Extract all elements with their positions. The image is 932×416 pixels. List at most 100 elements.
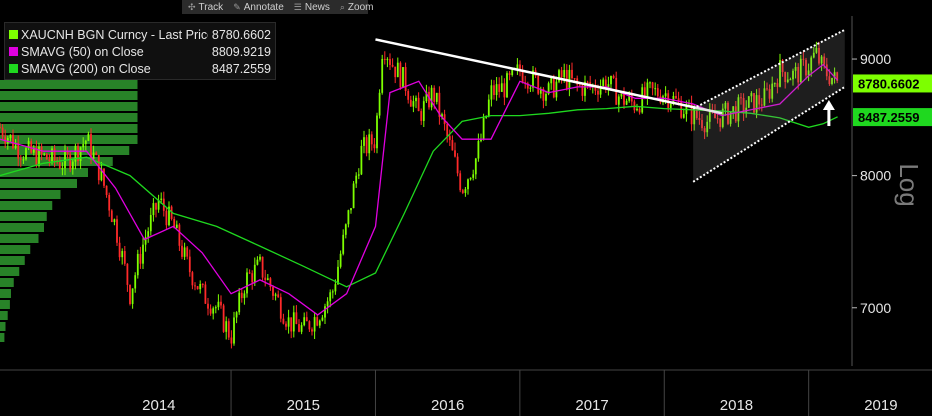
- candle-body: [420, 111, 423, 121]
- y-tick-label: 9000: [860, 51, 891, 67]
- candle-body: [308, 321, 311, 330]
- candle-body: [560, 70, 563, 78]
- candle-body: [706, 121, 709, 133]
- candle-body: [402, 67, 404, 88]
- candle-body: [552, 78, 555, 98]
- candle-body: [664, 93, 667, 97]
- candle-body: [9, 134, 12, 139]
- legend-swatch: [9, 47, 18, 56]
- candle-body: [48, 159, 51, 162]
- x-tick-label: 2019: [864, 397, 897, 414]
- candle-body: [295, 312, 298, 325]
- candle-body: [243, 293, 246, 299]
- candle-body: [147, 231, 150, 238]
- sma50-line: [0, 63, 839, 316]
- candle-body: [292, 312, 295, 332]
- candle-body: [12, 134, 14, 149]
- chart-axes: 7000 8000 9000 2014 2015 2016 2017 2018 2019 8780…: [0, 16, 932, 416]
- candle-body: [742, 97, 745, 114]
- candle-body: [550, 78, 553, 84]
- candle-body: [641, 87, 644, 113]
- candle-body: [225, 321, 228, 332]
- zoom-button[interactable]: ⌕ Zoom: [340, 2, 374, 13]
- arrow-up-icon: [822, 100, 835, 111]
- candle-body: [461, 190, 464, 193]
- candle-body: [30, 141, 33, 153]
- candle-body: [594, 84, 597, 91]
- candle-body: [578, 84, 581, 86]
- volume-profile-bar: [0, 223, 44, 232]
- candle-body: [274, 294, 277, 296]
- candle-body: [662, 96, 664, 103]
- candle-body: [118, 242, 121, 258]
- candle-body: [747, 96, 750, 108]
- candle-body: [22, 159, 25, 161]
- candle-body: [409, 99, 412, 107]
- candle-body: [682, 114, 685, 118]
- candle-body: [623, 92, 625, 105]
- candle-body: [90, 133, 92, 159]
- candle-body: [100, 168, 103, 181]
- candle-body: [558, 70, 560, 82]
- legend-item-price[interactable]: XAUCNH BGN Curncy - Last Price 8780.6602: [9, 26, 271, 43]
- candle-body: [227, 321, 230, 338]
- track-button[interactable]: ✣ Track: [188, 2, 223, 13]
- candle-body: [828, 76, 831, 85]
- candle-body: [396, 62, 399, 78]
- candle-body: [435, 92, 438, 102]
- candle-body: [389, 59, 391, 65]
- candle-body: [493, 85, 495, 96]
- candle-body: [584, 81, 586, 96]
- candle-body: [131, 288, 134, 304]
- candle-body: [719, 118, 722, 127]
- candle-body: [516, 64, 519, 69]
- candle-body: [446, 124, 449, 137]
- candle-body: [1, 127, 4, 137]
- candle-body: [448, 136, 451, 141]
- legend-swatch: [9, 64, 18, 73]
- candle-body: [35, 147, 38, 166]
- candle-body: [220, 301, 222, 306]
- candle-body: [331, 291, 334, 293]
- candle-body: [784, 72, 787, 82]
- candle-body: [376, 115, 378, 149]
- candle-body: [298, 324, 300, 332]
- candle-body: [66, 151, 69, 155]
- legend-item-sma50[interactable]: SMAVG (50) on Close 8809.9219: [9, 43, 271, 60]
- candle-body: [508, 73, 511, 75]
- news-button[interactable]: ☰ News: [294, 2, 330, 13]
- candle-body: [196, 286, 199, 290]
- candle-body: [417, 97, 420, 112]
- candle-body: [51, 148, 53, 162]
- candle-body: [282, 318, 285, 324]
- candle-body: [490, 85, 493, 100]
- legend-item-sma200[interactable]: SMAVG (200) on Close 8487.2559: [9, 60, 271, 77]
- candle-body: [763, 88, 766, 106]
- candle-body: [92, 152, 95, 159]
- candle-body: [339, 253, 342, 267]
- x-tick-label: 2015: [287, 397, 320, 414]
- annotate-button[interactable]: ✎ Annotate: [233, 2, 284, 13]
- candle-body: [201, 283, 204, 285]
- candle-body: [207, 303, 209, 309]
- candle-body: [526, 83, 529, 89]
- candle-body: [74, 145, 77, 162]
- candle-body: [383, 58, 386, 60]
- candle-body: [441, 114, 443, 117]
- candle-body: [230, 337, 233, 344]
- candle-body: [386, 59, 389, 61]
- candle-body: [355, 175, 358, 184]
- x-tick-label: 2014: [142, 397, 175, 414]
- volume-profile-bar: [0, 113, 138, 122]
- candle-body: [430, 87, 433, 108]
- candle-body: [675, 95, 677, 99]
- candle-body: [727, 102, 729, 124]
- candle-body: [542, 88, 545, 101]
- candle-body: [290, 317, 293, 332]
- candle-body: [610, 75, 612, 85]
- candle-body: [407, 91, 410, 100]
- candle-body: [511, 68, 514, 75]
- candle-body: [337, 266, 339, 285]
- candle-body: [139, 253, 142, 264]
